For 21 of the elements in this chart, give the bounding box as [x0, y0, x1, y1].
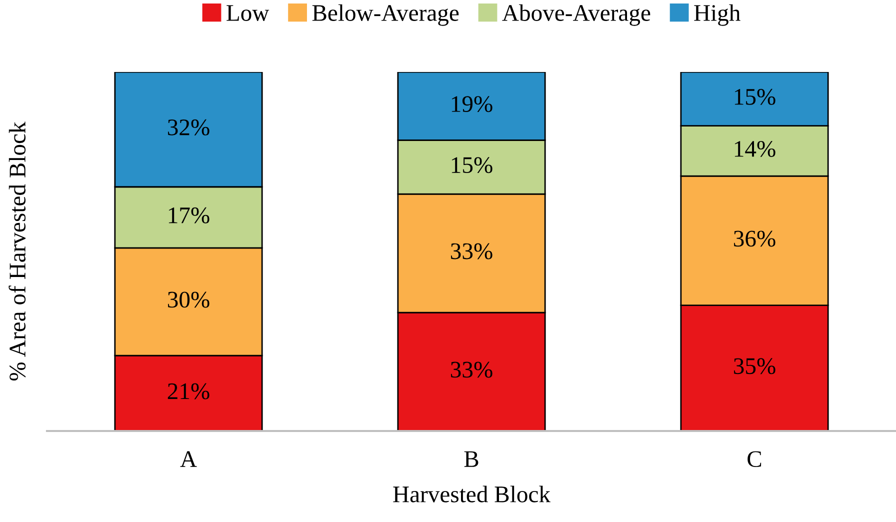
- data-label: 17%: [168, 207, 210, 224]
- data-label: 14%: [734, 140, 776, 157]
- x-tick-label: C: [748, 451, 762, 468]
- legend-label: High: [694, 4, 740, 26]
- data-label: 15%: [734, 88, 776, 105]
- data-label: 21%: [168, 383, 210, 400]
- data-label: 33%: [450, 243, 492, 260]
- data-label: 33%: [450, 362, 492, 378]
- y-axis-title: % Area of Harvested Block: [8, 122, 26, 381]
- data-label: 15%: [452, 157, 492, 174]
- data-label: 30%: [168, 292, 210, 308]
- x-tick-label: A: [180, 451, 197, 467]
- data-label: 36%: [734, 230, 776, 247]
- data-label: 35%: [734, 358, 776, 374]
- data-label: 32%: [168, 119, 210, 136]
- legend-label: Below-Average: [312, 4, 459, 26]
- data-label: 19%: [452, 96, 492, 112]
- x-tick-label: B: [464, 451, 478, 467]
- x-axis-title: Harvested Block: [393, 486, 551, 502]
- legend-label: Low: [226, 5, 270, 21]
- legend-label: Above-Average: [502, 4, 650, 26]
